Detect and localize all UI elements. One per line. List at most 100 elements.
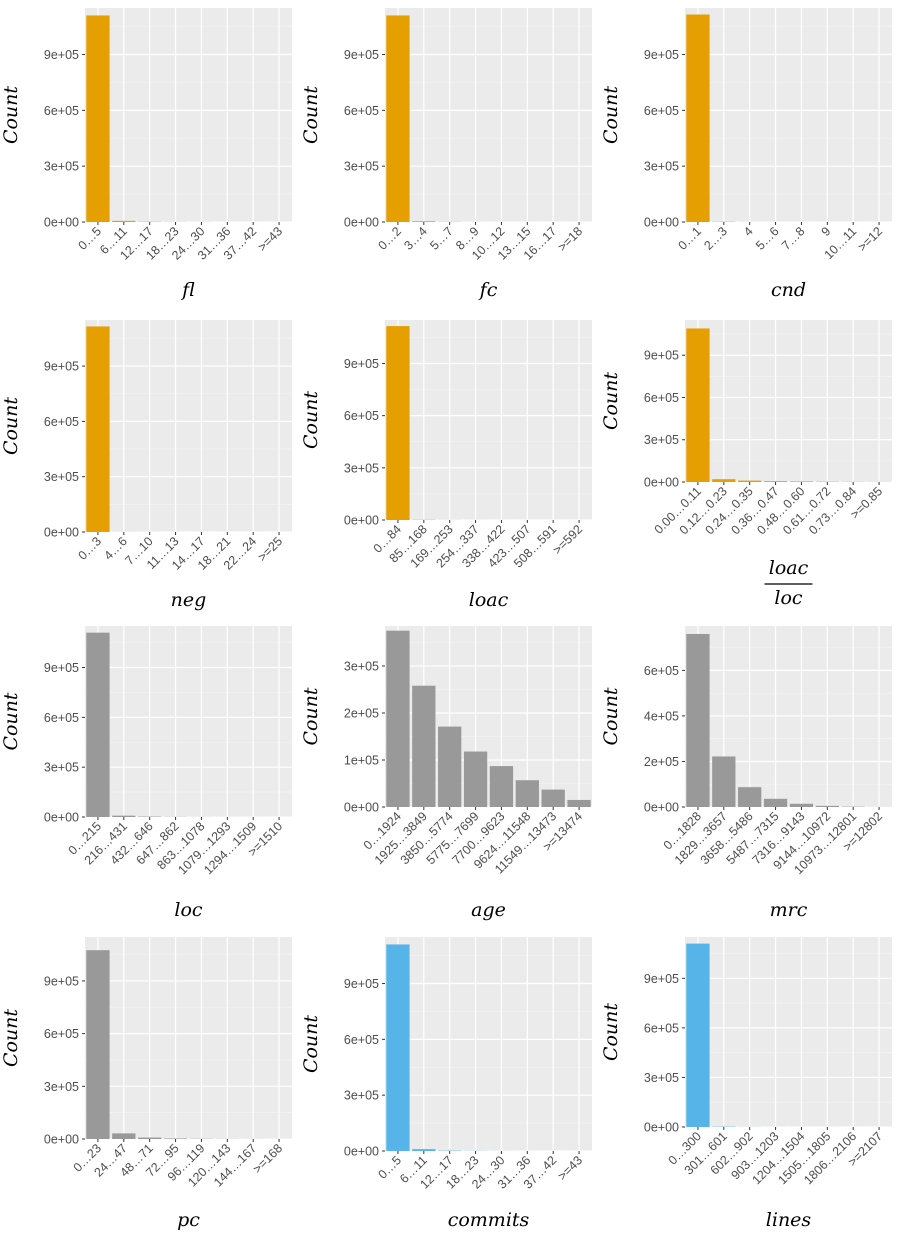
- y-axis-title: Count: [0, 1009, 22, 1067]
- y-tick-label: 6e+05: [44, 415, 79, 429]
- x-axis-title: pc: [177, 1209, 200, 1231]
- x-axis-title: fc: [478, 279, 498, 301]
- histogram-bar: [763, 481, 788, 482]
- y-tick-label: 6e+05: [44, 711, 79, 725]
- histogram-bar: [412, 221, 436, 222]
- panel-background: [85, 8, 292, 222]
- y-tick-label: 6e+05: [644, 104, 679, 118]
- y-tick-label: 3e+05: [344, 160, 379, 174]
- histogram-panel: 0e+003e+056e+059e+050…8485…168169…253254…: [300, 320, 592, 611]
- histogram-bar: [541, 789, 565, 807]
- y-tick-label: 4e+05: [644, 709, 679, 723]
- y-tick-label: 1e+05: [344, 753, 379, 767]
- x-tick-label: 7…8: [779, 224, 808, 253]
- x-tick-label: >=43: [555, 1153, 585, 1183]
- y-tick-label: 0e+00: [44, 1133, 79, 1147]
- y-tick-label: 0e+00: [644, 216, 679, 230]
- y-axis-title: Count: [0, 397, 22, 455]
- histogram-bar: [789, 803, 814, 807]
- y-tick-label: 3e+05: [44, 761, 79, 775]
- y-tick-label: 9e+05: [44, 974, 79, 988]
- x-tick-label: 3…4: [401, 224, 430, 253]
- x-tick-label: 9: [819, 224, 834, 239]
- histogram-bar: [686, 328, 710, 482]
- histogram-bar: [386, 15, 410, 222]
- x-axis-title-denominator: loc: [774, 587, 803, 609]
- histogram-bar: [386, 630, 410, 807]
- y-tick-label: 0e+00: [44, 811, 79, 825]
- x-tick-label: 5…6: [753, 224, 782, 253]
- y-tick-label: 0e+00: [644, 1121, 679, 1135]
- y-tick-label: 6e+05: [44, 1027, 79, 1041]
- y-tick-label: 6e+05: [644, 664, 679, 678]
- x-axis-title-numerator: loac: [769, 557, 809, 579]
- histogram-bar: [112, 815, 136, 817]
- histogram-bar: [86, 326, 110, 532]
- histogram-bar: [86, 15, 110, 222]
- y-tick-label: 3e+05: [644, 433, 679, 447]
- y-tick-label: 3e+05: [344, 461, 379, 475]
- panel-background: [85, 626, 292, 817]
- x-tick-label: 0…1: [675, 224, 704, 253]
- y-tick-label: 9e+05: [344, 357, 379, 371]
- y-tick-label: 9e+05: [44, 360, 79, 374]
- y-tick-label: 3e+05: [44, 1080, 79, 1094]
- histogram-panel: 0e+002e+054e+056e+050…18281829…36573658……: [600, 626, 892, 921]
- y-tick-label: 2e+05: [344, 706, 379, 720]
- y-tick-label: 2e+05: [644, 755, 679, 769]
- y-tick-label: 9e+05: [44, 48, 79, 62]
- y-tick-label: 6e+05: [644, 391, 679, 405]
- y-tick-label: 0e+00: [344, 216, 379, 230]
- histogram-bar: [112, 220, 136, 222]
- histogram-panel: 0e+003e+056e+059e+050.00…0.110.12…0.230.…: [600, 320, 892, 609]
- panel-background: [385, 8, 592, 222]
- y-tick-label: 0e+00: [344, 801, 379, 815]
- histogram-bar: [686, 943, 710, 1127]
- y-tick-label: 9e+05: [344, 48, 379, 62]
- histogram-panel: 0e+003e+056e+059e+050…56…1112…1718…2324……: [300, 937, 592, 1231]
- histogram-bar: [438, 726, 462, 807]
- y-tick-label: 6e+05: [344, 1033, 379, 1047]
- y-tick-label: 3e+05: [44, 470, 79, 484]
- y-axis-title: Count: [300, 1015, 322, 1073]
- histogram-bar: [412, 1149, 436, 1151]
- y-tick-label: 3e+05: [344, 659, 379, 673]
- y-tick-label: 9e+05: [644, 972, 679, 986]
- histogram-panel: 0e+001e+052e+053e+050…19241925…38493850……: [300, 626, 592, 921]
- x-axis-title: loac: [469, 589, 509, 611]
- histogram-bar: [86, 950, 110, 1139]
- y-tick-label: 9e+05: [44, 661, 79, 675]
- histogram-bar: [738, 787, 762, 807]
- histogram-panel: 0e+003e+056e+059e+050…56…1112…1718…2324……: [0, 8, 292, 301]
- histogram-bar: [86, 632, 110, 817]
- y-axis-title: Count: [600, 687, 622, 745]
- y-tick-label: 3e+05: [344, 1089, 379, 1103]
- y-axis-title: Count: [600, 86, 622, 144]
- y-tick-label: 3e+05: [44, 160, 79, 174]
- histogram-bar: [712, 479, 736, 482]
- histogram-bar: [463, 751, 488, 807]
- histogram-bar: [686, 14, 710, 222]
- histogram-panel: 0e+003e+056e+059e+050…2324…4748…7172…959…: [0, 937, 292, 1231]
- x-axis-title: lines: [766, 1209, 812, 1231]
- x-tick-label: >=18: [555, 224, 585, 254]
- y-tick-label: 6e+05: [44, 104, 79, 118]
- histogram-bar: [515, 780, 539, 807]
- histogram-bar: [163, 1138, 188, 1139]
- x-tick-label: 0…2: [375, 224, 404, 253]
- y-tick-label: 0e+00: [644, 476, 679, 490]
- panel-background: [685, 320, 892, 482]
- x-tick-label: 5…7: [427, 224, 456, 253]
- y-tick-label: 0e+00: [644, 801, 679, 815]
- histogram-bar: [112, 1133, 136, 1139]
- y-tick-label: 0e+00: [44, 526, 79, 540]
- x-axis-title: fl: [180, 279, 195, 301]
- y-tick-label: 0e+00: [44, 216, 79, 230]
- histogram-panel: 0e+003e+056e+059e+050…23…45…78…910…1213……: [300, 8, 592, 301]
- x-tick-label: 2…3: [701, 224, 730, 253]
- x-axis-title: mrc: [770, 899, 808, 921]
- histogram-bar: [815, 805, 839, 807]
- x-axis-title: loc: [174, 899, 203, 921]
